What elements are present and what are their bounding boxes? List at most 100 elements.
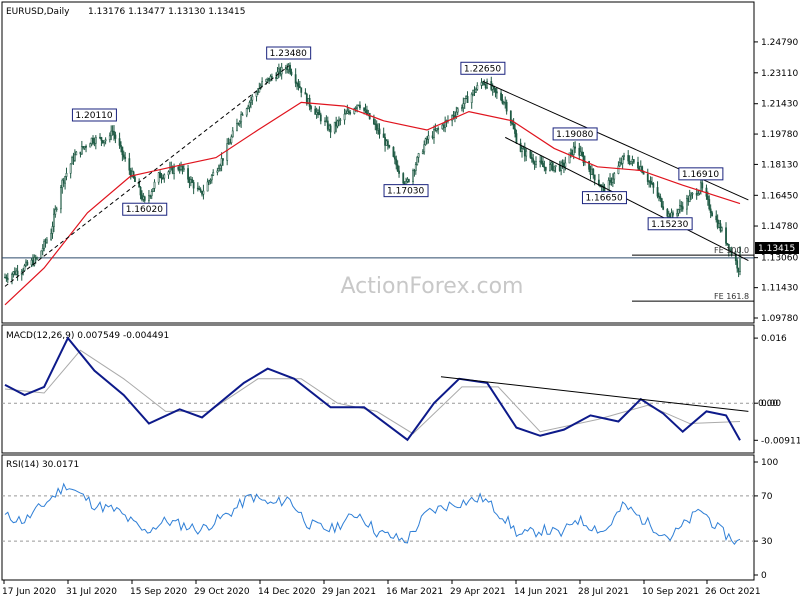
- candle-body: [310, 106, 312, 110]
- channel-line: [482, 80, 749, 201]
- candle-body: [247, 106, 250, 109]
- candle-body: [719, 223, 722, 231]
- candle-body: [701, 182, 704, 189]
- candle-body: [339, 119, 342, 121]
- candle-body: [90, 137, 93, 144]
- candle-body: [298, 86, 301, 88]
- candle-body: [718, 223, 720, 228]
- macd-series: [2, 336, 754, 442]
- candle-body: [181, 165, 184, 171]
- candle-body: [568, 152, 571, 164]
- candle-body: [120, 145, 122, 148]
- pivot-label: 1.16910: [682, 170, 719, 180]
- candle-body: [677, 209, 680, 214]
- rsi-tick-label: 100: [761, 458, 778, 468]
- candle-body: [631, 159, 634, 162]
- candle-body: [659, 196, 662, 199]
- candle-body: [325, 120, 328, 123]
- candle-body: [386, 140, 389, 146]
- candle-body: [533, 161, 536, 165]
- candle-body: [75, 151, 78, 156]
- candle-body: [564, 162, 567, 167]
- candle-body: [454, 115, 456, 118]
- candle-body: [571, 149, 574, 155]
- candle-body: [173, 167, 175, 174]
- candle-body: [414, 164, 417, 171]
- candle-body: [384, 137, 386, 146]
- candle-body: [279, 68, 282, 75]
- candle-body: [104, 139, 107, 142]
- candle-body: [388, 145, 391, 148]
- candle-body: [385, 140, 388, 146]
- candle-body: [319, 114, 322, 122]
- candle-body: [180, 165, 182, 170]
- candle-body: [324, 120, 326, 123]
- price-pane-frame: [1, 1, 755, 324]
- candle-body: [206, 181, 209, 192]
- candle-body: [711, 212, 713, 217]
- candle-body: [672, 212, 674, 216]
- candle-body: [43, 240, 46, 249]
- candle-body: [93, 142, 96, 144]
- candle-body: [363, 107, 366, 111]
- candle-body: [416, 157, 419, 165]
- candle-body: [613, 173, 616, 180]
- candle-body: [92, 137, 94, 143]
- candle-body: [347, 110, 350, 113]
- price-tick-label: 1.13060: [761, 254, 798, 264]
- candle-body: [434, 129, 437, 131]
- candle-body: [484, 84, 487, 89]
- candle-body: [188, 178, 191, 184]
- candle-body: [688, 195, 691, 202]
- candle-body: [737, 267, 740, 272]
- candle-body: [72, 157, 75, 161]
- candle-body: [82, 146, 85, 149]
- candle-body: [609, 178, 611, 181]
- candle-body: [268, 77, 270, 82]
- candle-body: [539, 160, 542, 163]
- candle-body: [543, 166, 546, 168]
- candle-body: [208, 180, 210, 183]
- candle-body: [739, 246, 741, 272]
- candle-body: [356, 104, 359, 109]
- candle-body: [237, 122, 240, 125]
- candle-body: [23, 265, 26, 271]
- candle-body: [64, 176, 66, 184]
- candle-body: [248, 102, 251, 108]
- candle-body: [662, 206, 665, 210]
- candle-body: [734, 254, 737, 261]
- rsi-line: [4, 482, 741, 545]
- candle-body: [100, 137, 103, 141]
- candle-body: [627, 155, 630, 162]
- candle-body: [708, 199, 711, 210]
- candle-body: [122, 154, 125, 158]
- candle-body: [676, 212, 679, 216]
- candle-body: [231, 130, 234, 138]
- macd-tick-label: -0.009116: [761, 436, 800, 446]
- candle-body: [435, 128, 438, 131]
- moving-average: [4, 101, 741, 306]
- candle-body: [94, 136, 97, 144]
- candle-body: [255, 91, 258, 97]
- candle-body: [111, 130, 114, 133]
- candle-body: [286, 68, 289, 70]
- candle-body: [121, 146, 124, 156]
- candle-body: [349, 112, 352, 114]
- candle-body: [346, 110, 349, 114]
- candle-body: [229, 142, 231, 145]
- candle-body: [148, 195, 150, 201]
- candle-body: [561, 162, 564, 164]
- candle-body: [51, 226, 54, 234]
- candle-body: [250, 99, 252, 103]
- candle-body: [353, 108, 356, 114]
- candle-body: [69, 163, 72, 174]
- macd-tick-label: 0.016: [761, 334, 787, 344]
- candle-body: [124, 156, 127, 159]
- candle-body: [12, 271, 15, 275]
- candle-body: [649, 180, 652, 184]
- candle-body: [13, 271, 16, 275]
- candle-body: [359, 104, 361, 109]
- candle-body: [182, 168, 185, 171]
- candle-body: [54, 209, 57, 215]
